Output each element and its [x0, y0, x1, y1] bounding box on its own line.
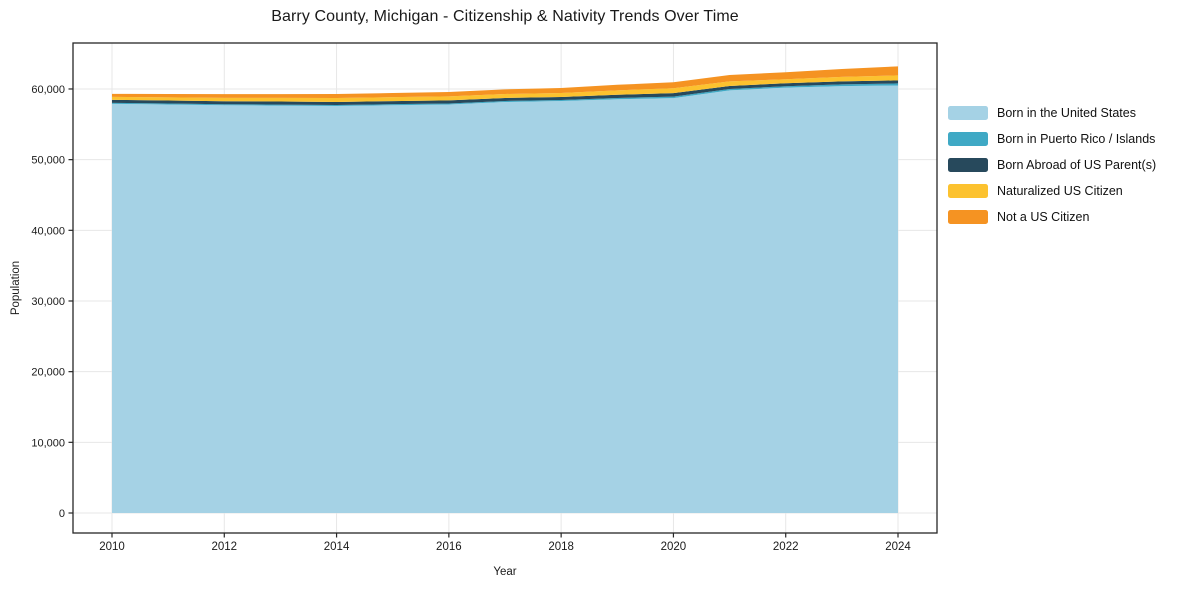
legend-item-born-abroad-of-us-parent-s: Born Abroad of US Parent(s) [948, 152, 1156, 178]
y-tick-label: 30,000 [31, 296, 65, 308]
y-axis-label: Population [10, 260, 22, 316]
x-tick-label: 2012 [211, 541, 237, 553]
legend-item-born-in-puerto-rico-islands: Born in Puerto Rico / Islands [948, 126, 1156, 152]
legend-label: Born in the United States [997, 106, 1136, 120]
legend-swatch-icon [948, 184, 988, 198]
y-tick-label: 50,000 [31, 155, 65, 167]
area-born-in-puerto-rico-islands [112, 83, 898, 106]
y-tick-label: 40,000 [31, 225, 65, 237]
legend-item-born-in-the-united-states: Born in the United States [948, 100, 1156, 126]
x-tick-label: 2010 [99, 541, 125, 553]
y-tick-label: 60,000 [31, 84, 65, 96]
area-not-a-us-citizen [112, 66, 898, 98]
legend-swatch-icon [948, 210, 988, 224]
y-tick-label: 0 [59, 508, 65, 520]
chart-title: Barry County, Michigan - Citizenship & N… [271, 8, 739, 25]
x-axis-label: Year [493, 566, 517, 578]
legend-swatch-icon [948, 158, 988, 172]
plot-border [72, 42, 938, 534]
stacked-areas [112, 66, 898, 513]
area-born-in-the-united-states [112, 85, 898, 513]
legend-item-not-a-us-citizen: Not a US Citizen [948, 204, 1156, 230]
y-tick-label: 10,000 [31, 437, 65, 449]
legend-item-naturalized-us-citizen: Naturalized US Citizen [948, 178, 1156, 204]
legend-label: Born in Puerto Rico / Islands [997, 132, 1156, 146]
y-tick-label: 20,000 [31, 367, 65, 379]
x-tick-label: 2020 [661, 541, 687, 553]
area-naturalized-us-citizen [112, 75, 898, 102]
legend-swatch-icon [948, 106, 988, 120]
legend-swatch-icon [948, 132, 988, 146]
x-tick-label: 2018 [548, 541, 574, 553]
area-born-abroad-of-us-parent-s [112, 80, 898, 105]
x-tick-label: 2022 [773, 541, 799, 553]
axis-ticks: 2010 2012 2014 2016 2018 2020 2022 2024 0 10,000 2… [31, 84, 911, 553]
legend: Born in the United States Born in Puerto … [948, 100, 1156, 230]
x-tick-label: 2014 [324, 541, 350, 553]
legend-label: Not a US Citizen [997, 210, 1090, 224]
legend-label: Naturalized US Citizen [997, 184, 1123, 198]
legend-label: Born Abroad of US Parent(s) [997, 158, 1157, 172]
x-tick-label: 2024 [885, 541, 911, 553]
x-tick-label: 2016 [436, 541, 462, 553]
